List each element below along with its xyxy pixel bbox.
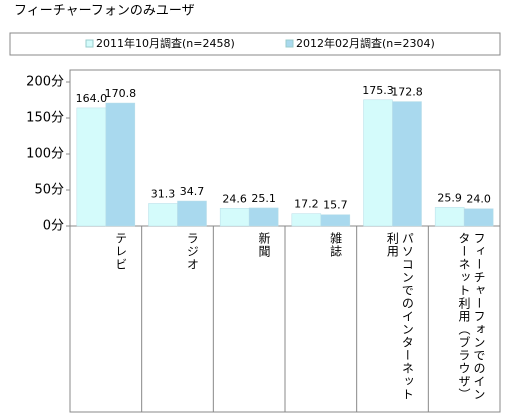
- bar: [463, 208, 494, 227]
- value-label: 25.9: [437, 191, 462, 204]
- legend-swatch: [285, 39, 294, 48]
- x-tick-label: テレビ: [113, 232, 128, 271]
- bar: [177, 200, 207, 227]
- legend-box: [9, 32, 501, 56]
- bar: [219, 208, 250, 227]
- y-tick-label: 0分: [43, 219, 64, 234]
- value-label: 34.7: [180, 185, 205, 198]
- x-tick-label: パソコンでのインターネット利用: [385, 232, 415, 401]
- chart-title: フィーチャーフォンのみユーザ: [14, 4, 195, 19]
- value-label: 164.0: [76, 92, 108, 105]
- x-tick-label: 新聞: [257, 232, 271, 258]
- bar: [392, 101, 422, 227]
- legend-label: 2012年02月調査(n=2304): [296, 36, 435, 50]
- value-label: 175.3: [362, 84, 394, 97]
- value-label: 24.0: [466, 193, 491, 206]
- y-tick-label: 50分: [34, 183, 64, 198]
- value-label: 24.6: [222, 192, 247, 205]
- bar: [248, 207, 279, 227]
- y-tick-label: 200分: [26, 75, 64, 90]
- value-label: 25.1: [251, 192, 276, 205]
- legend-swatch: [85, 39, 94, 48]
- bar: [434, 207, 465, 227]
- value-label: 15.7: [323, 199, 348, 212]
- value-label: 172.8: [391, 86, 423, 99]
- value-label: 31.3: [151, 187, 176, 200]
- bar: [363, 99, 393, 227]
- bar: [291, 213, 322, 227]
- x-tick-label: 雑誌: [328, 232, 343, 258]
- legend-label: 2011年10月調査(n=2458): [96, 36, 235, 50]
- x-tick-label: フィーチャーフォンでのインターネット利用（ブラウザ）: [457, 232, 486, 401]
- bar: [148, 203, 178, 227]
- value-label: 17.2: [294, 198, 319, 211]
- y-tick-label: 100分: [26, 147, 64, 162]
- value-label: 170.8: [105, 87, 137, 100]
- bar: [320, 214, 351, 227]
- bar: [105, 102, 136, 227]
- y-tick-label: 150分: [26, 111, 64, 126]
- x-tick-label: ラジオ: [185, 232, 200, 271]
- bar: [76, 107, 107, 227]
